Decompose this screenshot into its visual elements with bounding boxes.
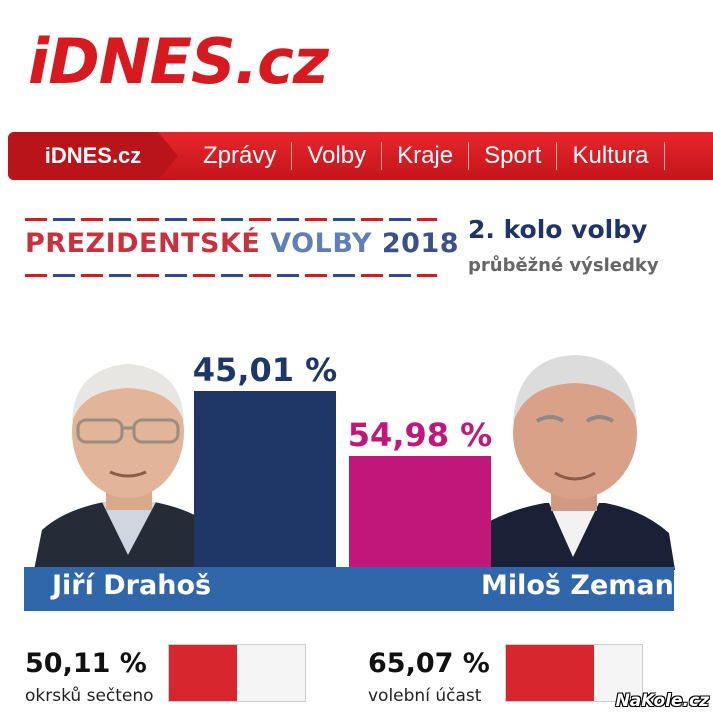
logo-text: iDNES.cz [28,25,329,98]
idnes-logo[interactable]: iDNES.cz [28,22,329,102]
election-title: PREZIDENTSKÉ VOLBY 2018 [25,228,459,259]
candidate-name-zeman: Miloš Zeman [481,570,674,601]
nav-item-kultura[interactable]: Kultura [557,142,665,170]
decorative-stripe-bottom [25,274,437,277]
candidate-photo-drahos [34,364,230,570]
main-nav: iDNES.cz Zprávy Volby Kraje Sport Kultur… [8,132,713,180]
progress-counted [168,644,306,702]
candidate-photo-zeman [465,355,675,570]
results-bar-chart: 45,01 % 54,98 % [193,351,492,567]
progress-counted-fill [169,645,238,701]
bar-zeman [349,456,491,567]
title-part2: VOLBY [270,228,372,259]
stat-turnout-label: volební účast [368,686,482,706]
nav-home-link[interactable]: iDNES.cz [8,132,178,180]
candidate-name-drahos: Jiří Drahoš [52,570,212,601]
title-year: 2018 [381,228,460,259]
stat-counted-label: okrsků sečteno [25,686,154,706]
nav-item-kraje[interactable]: Kraje [382,142,470,170]
nav-item-volby[interactable]: Volby [292,142,383,170]
nav-item-zpravy[interactable]: Zprávy [188,142,293,170]
progress-turnout-fill [506,645,595,701]
stat-turnout-value: 65,07 % [368,648,490,679]
bar-drahos [194,391,336,567]
progress-turnout [505,644,643,702]
title-part1: PREZIDENTSKÉ [25,228,261,259]
nav-item-sport[interactable]: Sport [469,142,558,170]
round-title: 2. kolo volby [468,215,648,244]
watermark: NaKole.cz [615,691,709,711]
decorative-stripe-top [25,218,437,221]
bar-label-drahos: 45,01 % [193,351,337,389]
bar-label-zeman: 54,98 % [348,416,492,454]
results-status: průběžné výsledky [468,255,659,276]
stat-counted-value: 50,11 % [25,648,147,679]
candidate-name-band [24,567,674,611]
